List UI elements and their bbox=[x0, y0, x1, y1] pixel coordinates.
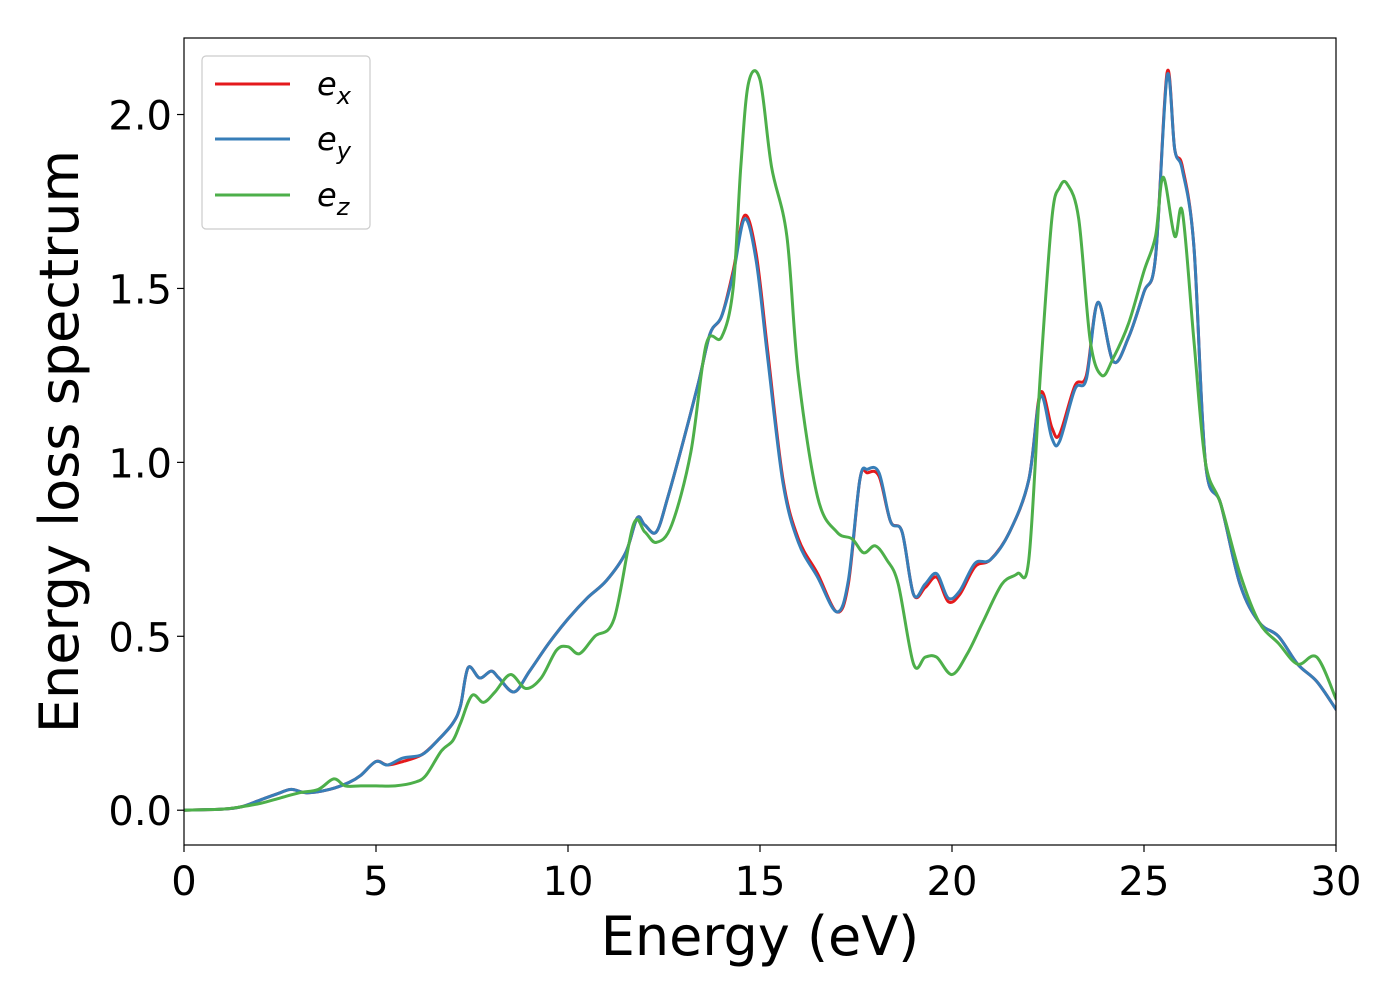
y-tick-label: 0.0 bbox=[108, 789, 172, 835]
legend-label-base: e bbox=[317, 65, 337, 103]
legend-label-base: e bbox=[317, 120, 337, 158]
y-tick-label: 1.0 bbox=[108, 441, 172, 487]
legend-item-x: ex bbox=[215, 65, 352, 110]
x-tick-label: 15 bbox=[735, 859, 786, 905]
legend-label-subscript: z bbox=[336, 193, 351, 221]
x-tick-label: 10 bbox=[543, 859, 594, 905]
legend-label-base: e bbox=[317, 176, 337, 214]
y-axis: 0.0 0.5 1.0 1.5 2.0 bbox=[108, 94, 184, 835]
legend-label: ey bbox=[317, 120, 352, 165]
y-tick-label: 1.5 bbox=[108, 267, 172, 313]
series-line-z bbox=[184, 69, 1336, 812]
x-tick-label: 0 bbox=[171, 859, 196, 905]
legend-label: ez bbox=[317, 176, 351, 221]
series-lines bbox=[184, 68, 1336, 812]
legend-box bbox=[201, 55, 371, 230]
legend-label-subscript: x bbox=[336, 82, 352, 110]
legend-item-y: ey bbox=[215, 120, 352, 165]
legend-label-subscript: y bbox=[336, 137, 352, 165]
legend-item-z: ez bbox=[215, 176, 351, 221]
y-axis-label: Energy loss spectrum bbox=[28, 150, 91, 733]
x-tick-label: 30 bbox=[1311, 859, 1362, 905]
x-tick-label: 25 bbox=[1119, 859, 1170, 905]
x-axis-label: Energy (eV) bbox=[601, 905, 920, 968]
x-tick-label: 5 bbox=[363, 859, 388, 905]
y-tick-label: 0.5 bbox=[108, 615, 172, 661]
x-axis: 0 5 10 15 20 25 30 bbox=[171, 845, 1361, 905]
y-tick-label: 2.0 bbox=[108, 94, 172, 140]
legend-label: ex bbox=[317, 65, 352, 110]
series-line-y bbox=[184, 72, 1336, 812]
x-tick-label: 20 bbox=[927, 859, 978, 905]
